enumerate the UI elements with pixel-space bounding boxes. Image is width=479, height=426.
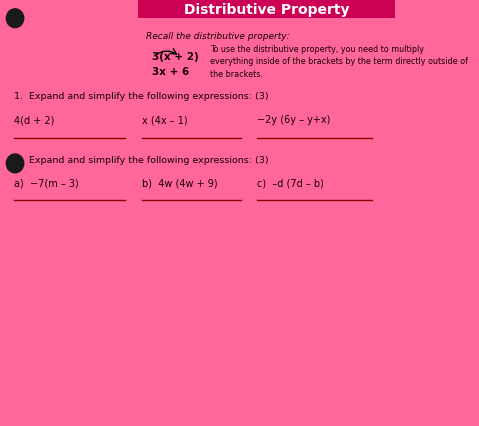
Text: −2y (6y – y+x): −2y (6y – y+x) (257, 115, 331, 125)
Text: 4(d + 2): 4(d + 2) (14, 115, 54, 125)
Text: To use the distributive property, you need to multiply
everything inside of the : To use the distributive property, you ne… (210, 45, 468, 79)
Text: Recall the distributive property:: Recall the distributive property: (146, 32, 290, 41)
Text: c)  –d (7d – b): c) –d (7d – b) (257, 178, 324, 188)
Text: x (4x – 1): x (4x – 1) (142, 115, 188, 125)
Text: Distributive Property: Distributive Property (184, 3, 350, 17)
Text: 3(x + 2): 3(x + 2) (152, 52, 199, 62)
Text: 2.  Expand and simplify the following expressions: (3): 2. Expand and simplify the following exp… (14, 155, 268, 164)
Text: b)  4w (4w + 9): b) 4w (4w + 9) (142, 178, 218, 188)
Text: 1.  Expand and simplify the following expressions: (3): 1. Expand and simplify the following exp… (14, 92, 268, 101)
Circle shape (6, 155, 24, 173)
Text: 3x + 6: 3x + 6 (152, 67, 190, 77)
Text: a)  −7(m – 3): a) −7(m – 3) (14, 178, 79, 188)
FancyBboxPatch shape (138, 0, 396, 19)
Circle shape (6, 10, 24, 29)
